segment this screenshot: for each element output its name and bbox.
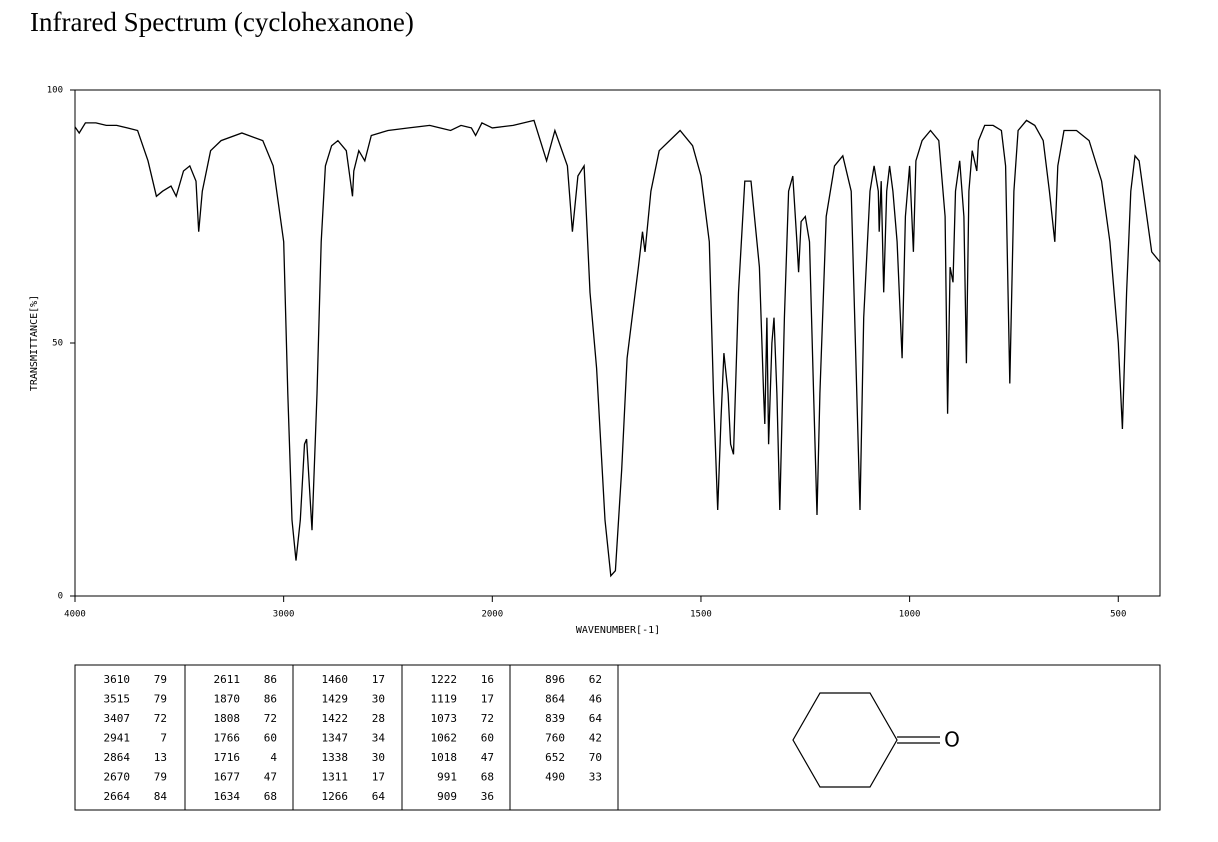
peak-transmittance: 79: [154, 771, 167, 784]
peak-transmittance: 13: [154, 751, 167, 764]
peak-wavenumber: 1338: [322, 751, 349, 764]
peak-transmittance: 79: [154, 673, 167, 686]
peak-transmittance: 33: [589, 771, 602, 784]
peak-transmittance: 36: [481, 790, 494, 803]
peak-wavenumber: 1429: [322, 693, 349, 706]
peak-wavenumber: 1073: [431, 712, 458, 725]
peak-transmittance: 7: [160, 732, 167, 745]
peak-transmittance: 72: [481, 712, 494, 725]
peak-transmittance: 64: [589, 712, 603, 725]
peak-transmittance: 4: [270, 751, 277, 764]
ring: [792, 692, 898, 788]
peak-wavenumber: 1677: [214, 771, 241, 784]
peak-wavenumber: 1347: [322, 732, 349, 745]
x-tick-label: 3000: [273, 610, 295, 620]
x-tick-label: 500: [1110, 610, 1126, 620]
peak-wavenumber: 991: [437, 771, 457, 784]
peak-transmittance: 64: [372, 790, 386, 803]
peak-wavenumber: 1062: [431, 732, 458, 745]
peak-transmittance: 62: [589, 673, 602, 686]
peak-transmittance: 30: [372, 751, 385, 764]
peak-transmittance: 79: [154, 693, 167, 706]
peak-transmittance: 46: [589, 693, 602, 706]
peak-transmittance: 28: [372, 712, 385, 725]
peak-wavenumber: 2664: [104, 790, 131, 803]
peak-wavenumber: 896: [545, 673, 565, 686]
peak-wavenumber: 760: [545, 732, 565, 745]
peak-transmittance: 16: [481, 673, 494, 686]
plot-frame: [74, 89, 1161, 597]
peak-wavenumber: 864: [545, 693, 565, 706]
peak-wavenumber: 1808: [214, 712, 241, 725]
spectrum-line: [74, 119, 1161, 578]
peak-wavenumber: 3515: [104, 693, 131, 706]
peak-wavenumber: 3610: [104, 673, 131, 686]
peak-wavenumber: 2611: [214, 673, 241, 686]
peak-wavenumber: 1119: [431, 693, 458, 706]
peak-wavenumber: 652: [545, 751, 565, 764]
peak-transmittance: 47: [481, 751, 494, 764]
peak-wavenumber: 1460: [322, 673, 349, 686]
peak-wavenumber: 1422: [322, 712, 349, 725]
peak-transmittance: 72: [264, 712, 277, 725]
y-tick-label: 0: [58, 592, 63, 602]
peak-transmittance: 60: [481, 732, 494, 745]
x-tick-label: 1000: [899, 610, 921, 620]
peak-transmittance: 47: [264, 771, 277, 784]
peak-transmittance: 34: [372, 732, 386, 745]
peak-wavenumber: 490: [545, 771, 565, 784]
y-axis-label: TRANSMITTANCE[%]: [29, 295, 40, 391]
peak-wavenumber: 2941: [104, 732, 131, 745]
peak-wavenumber: 3407: [104, 712, 131, 725]
x-tick-label: 2000: [481, 610, 503, 620]
peak-transmittance: 17: [372, 673, 385, 686]
atom-label: O: [944, 728, 960, 752]
peak-wavenumber: 909: [437, 790, 457, 803]
peak-wavenumber: 1870: [214, 693, 241, 706]
chart-title: Infrared Spectrum (cyclohexanone): [30, 7, 414, 37]
peak-transmittance: 72: [154, 712, 167, 725]
peak-wavenumber: 1266: [322, 790, 349, 803]
x-tick-label: 1500: [690, 610, 712, 620]
peak-transmittance: 17: [372, 771, 385, 784]
structure: [792, 692, 940, 788]
peak-transmittance: 30: [372, 693, 385, 706]
peak-wavenumber: 1311: [322, 771, 349, 784]
peak-transmittance: 68: [264, 790, 277, 803]
peak-wavenumber: 1018: [431, 751, 458, 764]
peak-wavenumber: 2864: [104, 751, 131, 764]
x-tick-label: 4000: [64, 610, 86, 620]
peak-transmittance: 17: [481, 693, 494, 706]
peak-wavenumber: 2670: [104, 771, 131, 784]
peak-transmittance: 84: [154, 790, 168, 803]
peak-wavenumber: 839: [545, 712, 565, 725]
peak-wavenumber: 1634: [214, 790, 241, 803]
peak-wavenumber: 1222: [431, 673, 458, 686]
peak-wavenumber: 1716: [214, 751, 241, 764]
peak-transmittance: 60: [264, 732, 277, 745]
peak-transmittance: 70: [589, 751, 602, 764]
peak-wavenumber: 1766: [214, 732, 241, 745]
peak-transmittance: 86: [264, 673, 277, 686]
y-tick-label: 100: [47, 86, 63, 96]
x-axis-label: WAVENUMBER[-1]: [576, 625, 660, 636]
peak-transmittance: 68: [481, 771, 494, 784]
peak-transmittance: 42: [589, 732, 602, 745]
y-tick-label: 50: [52, 339, 63, 349]
peak-transmittance: 86: [264, 693, 277, 706]
